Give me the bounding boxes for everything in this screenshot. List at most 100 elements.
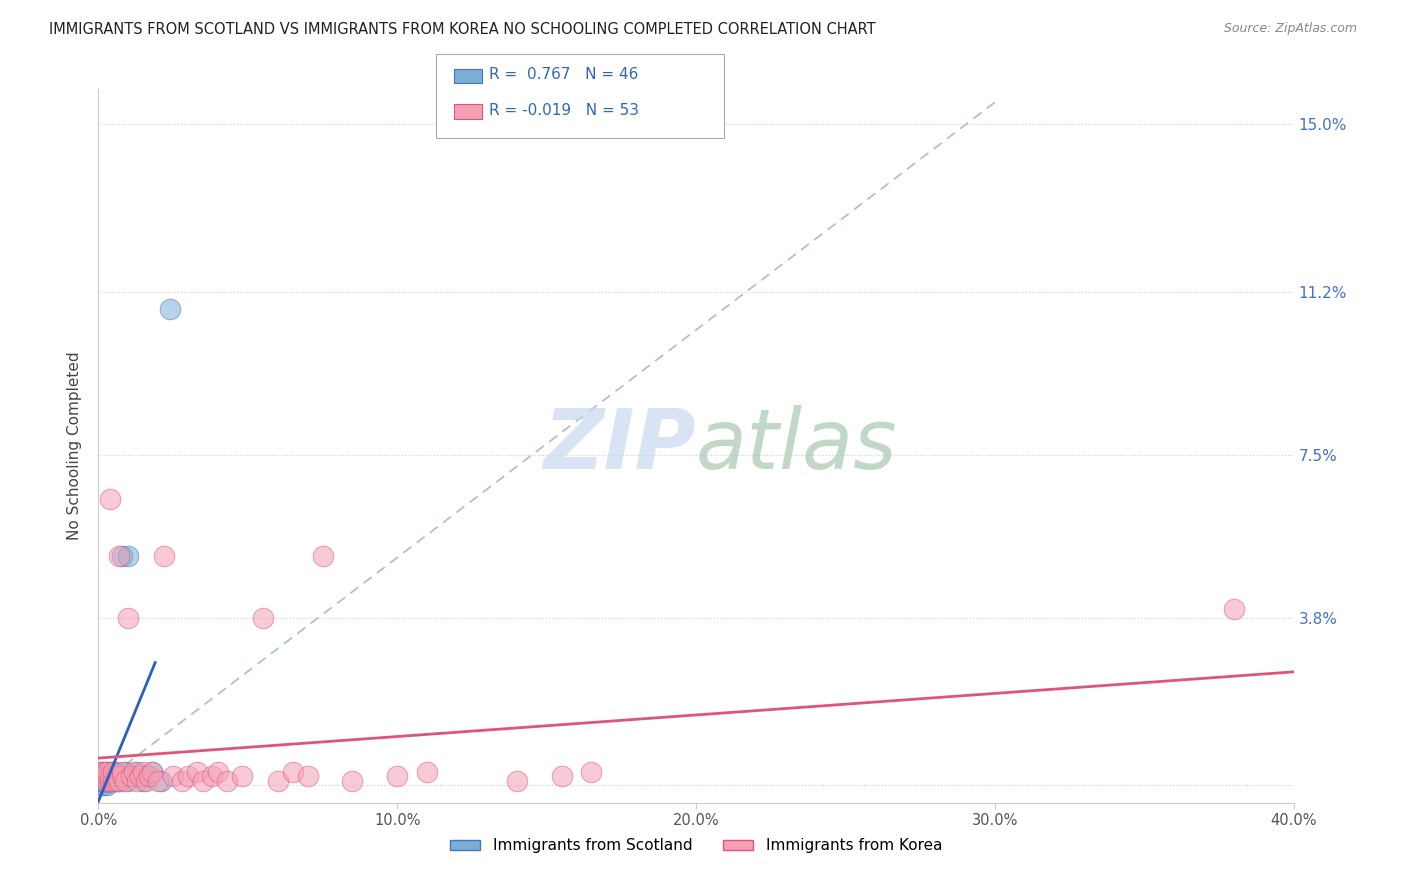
Text: R =  0.767   N = 46: R = 0.767 N = 46 <box>489 68 638 82</box>
Point <box>267 773 290 788</box>
Point <box>111 769 134 783</box>
Point <box>103 773 125 788</box>
Text: ZIP: ZIP <box>543 406 696 486</box>
Point <box>120 769 142 783</box>
Point <box>416 764 439 779</box>
Point <box>252 611 274 625</box>
Point <box>90 764 112 779</box>
Point <box>127 764 149 779</box>
Text: R = -0.019   N = 53: R = -0.019 N = 53 <box>489 103 640 118</box>
Point <box>91 769 114 783</box>
Point <box>105 773 128 788</box>
Point <box>96 769 118 783</box>
Point <box>93 769 115 783</box>
Point <box>91 773 114 788</box>
Point <box>105 773 128 788</box>
Point <box>96 778 118 792</box>
Point <box>132 773 155 788</box>
Point <box>159 302 181 317</box>
Point <box>90 773 112 788</box>
Point <box>281 764 304 779</box>
Point <box>93 769 115 783</box>
Point <box>297 769 319 783</box>
Point <box>385 769 409 783</box>
Point <box>98 769 122 783</box>
Point <box>138 769 160 783</box>
Point <box>191 773 214 788</box>
Point <box>129 769 152 783</box>
Point <box>231 769 253 783</box>
Point <box>98 491 122 506</box>
Point <box>120 769 142 783</box>
Point <box>108 773 131 788</box>
Point <box>105 764 128 779</box>
Point <box>93 773 115 788</box>
Point <box>108 769 131 783</box>
Point <box>103 769 125 783</box>
Point <box>111 769 134 783</box>
Point <box>114 764 136 779</box>
Point <box>581 764 603 779</box>
Point <box>98 769 122 783</box>
Point <box>111 764 134 779</box>
Point <box>162 769 184 783</box>
Point <box>96 773 118 788</box>
Point <box>96 769 118 783</box>
Point <box>550 769 572 783</box>
Point <box>93 764 115 779</box>
Point <box>117 611 139 625</box>
Point <box>96 773 118 788</box>
Point <box>342 773 364 788</box>
Point <box>148 773 170 788</box>
Text: IMMIGRANTS FROM SCOTLAND VS IMMIGRANTS FROM KOREA NO SCHOOLING COMPLETED CORRELA: IMMIGRANTS FROM SCOTLAND VS IMMIGRANTS F… <box>49 22 876 37</box>
Point <box>90 769 112 783</box>
Point <box>124 764 146 779</box>
Point <box>98 769 122 783</box>
Point <box>135 769 157 783</box>
Point <box>90 764 112 779</box>
Point <box>97 769 120 783</box>
Point <box>506 773 529 788</box>
Point <box>103 769 125 783</box>
Point <box>311 549 333 563</box>
Text: atlas: atlas <box>696 406 897 486</box>
Point <box>93 769 115 783</box>
Point <box>94 773 117 788</box>
Point <box>103 764 125 779</box>
Point <box>117 773 139 788</box>
Point <box>98 773 122 788</box>
Point <box>135 773 157 788</box>
Point <box>186 764 208 779</box>
Point <box>132 764 155 779</box>
Point <box>98 773 122 788</box>
Point <box>89 773 111 788</box>
Point <box>114 773 136 788</box>
Point <box>111 549 134 563</box>
Point <box>93 764 115 779</box>
Point <box>103 773 125 788</box>
Point <box>98 764 122 779</box>
Point <box>153 549 176 563</box>
Point <box>215 773 238 788</box>
Text: Source: ZipAtlas.com: Source: ZipAtlas.com <box>1223 22 1357 36</box>
Point <box>96 764 118 779</box>
Point <box>98 773 122 788</box>
Point <box>127 773 149 788</box>
Point <box>207 764 229 779</box>
Point <box>103 764 125 779</box>
Point <box>93 773 115 788</box>
Point <box>105 769 128 783</box>
Point <box>93 773 115 788</box>
Point <box>117 549 139 563</box>
Point <box>108 549 131 563</box>
Point <box>177 769 200 783</box>
Point <box>1223 602 1246 616</box>
Point <box>96 773 118 788</box>
Legend: Immigrants from Scotland, Immigrants from Korea: Immigrants from Scotland, Immigrants fro… <box>444 832 948 859</box>
Point <box>93 778 115 792</box>
Point <box>150 773 173 788</box>
Point <box>141 764 163 779</box>
Y-axis label: No Schooling Completed: No Schooling Completed <box>67 351 83 541</box>
Point <box>94 769 117 783</box>
Point <box>172 773 194 788</box>
